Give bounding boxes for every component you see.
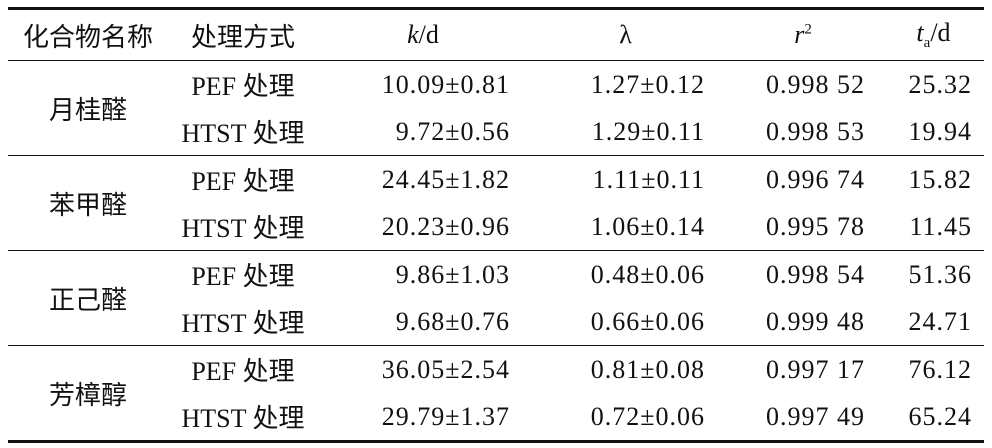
- value-cell: 0.999 48: [723, 298, 883, 346]
- table-group: 芳樟醇 PEF 处理 36.05±2.54 0.81±0.08 0.997 17 76.1…: [8, 345, 984, 443]
- header-cell: r2: [723, 7, 883, 61]
- value-cell: 0.998 52: [766, 69, 865, 99]
- compound-cell: 月桂醛: [8, 60, 168, 156]
- method-cell: PEF 处理: [191, 357, 295, 386]
- value-cell: 0.81±0.08: [590, 354, 705, 384]
- value-cell: 20.23±0.96: [318, 203, 528, 251]
- compound-cell: 芳樟醇: [8, 345, 168, 443]
- method-cell: PEF 处理: [191, 72, 295, 101]
- method-cell: HTST 处理: [168, 393, 318, 443]
- table-header: 化合物名称 处理方式 k/d λ r2 ta/d: [8, 7, 984, 61]
- value-cell: 65.24: [883, 393, 984, 443]
- table-group: 月桂醛 PEF 处理 10.09±0.81 1.27±0.12 0.998 52 25.3…: [8, 60, 984, 156]
- method-cell: HTST 处理: [168, 108, 318, 156]
- value-cell: 76.12: [908, 354, 972, 384]
- value-cell: 0.996 74: [766, 164, 865, 194]
- value-cell: 9.68±0.76: [318, 298, 528, 346]
- data-table: 化合物名称 处理方式 k/d λ r2 ta/d 月桂醛 PEF 处理 10.09±…: [8, 7, 984, 443]
- header-unit: /d: [418, 20, 439, 49]
- header-cell: ta/d: [883, 7, 984, 61]
- table-row: 月桂醛 PEF 处理 10.09±0.81 1.27±0.12 0.998 52 25.3…: [8, 60, 984, 156]
- value-cell: 29.79±1.37: [318, 393, 528, 443]
- value-cell: 0.997 17: [766, 354, 865, 384]
- compound-cell: 正己醛: [8, 250, 168, 346]
- table-row: HTST 处理 9.72±0.56 1.29±0.11 0.998 53 19.94: [8, 108, 984, 156]
- value-cell: 24.71: [883, 298, 984, 346]
- header-superscript: 2: [804, 21, 812, 38]
- header-symbol: t: [916, 17, 924, 47]
- table-row: 苯甲醛 PEF 处理 24.45±1.82 1.11±0.11 0.996 74 15.8…: [8, 155, 984, 251]
- value-cell: 24.45±1.82: [381, 164, 510, 194]
- method-cell: HTST 处理: [168, 203, 318, 251]
- header-cell: 化合物名称: [8, 7, 168, 61]
- method-cell: PEF 处理: [191, 262, 295, 291]
- table-row: 芳樟醇 PEF 处理 36.05±2.54 0.81±0.08 0.997 17 76.1…: [8, 345, 984, 443]
- table-group: 正己醛 PEF 处理 9.86±1.03 0.48±0.06 0.998 54 51.36…: [8, 250, 984, 346]
- value-cell: 10.09±0.81: [381, 69, 510, 99]
- value-cell: 0.995 78: [723, 203, 883, 251]
- value-cell: 0.72±0.06: [528, 393, 723, 443]
- value-cell: 0.998 53: [723, 108, 883, 156]
- value-cell: 0.48±0.06: [590, 259, 705, 289]
- header-symbol: r: [794, 20, 805, 49]
- value-cell: 9.86±1.03: [395, 259, 510, 289]
- compound-cell: 苯甲醛: [8, 155, 168, 251]
- table-row: HTST 处理 9.68±0.76 0.66±0.06 0.999 48 24.71: [8, 298, 984, 346]
- value-cell: 51.36: [908, 259, 972, 289]
- value-cell: 9.72±0.56: [318, 108, 528, 156]
- value-cell: 25.32: [908, 69, 972, 99]
- table-row: HTST 处理 29.79±1.37 0.72±0.06 0.997 49 65.24: [8, 393, 984, 443]
- header-symbol: k: [407, 20, 419, 49]
- header-subscript: a: [923, 35, 931, 52]
- value-cell: 36.05±2.54: [381, 354, 510, 384]
- value-cell: 19.94: [883, 108, 984, 156]
- method-cell: HTST 处理: [168, 298, 318, 346]
- value-cell: 0.998 54: [766, 259, 865, 289]
- value-cell: 0.66±0.06: [528, 298, 723, 346]
- value-cell: 11.45: [883, 203, 984, 251]
- value-cell: 1.29±0.11: [528, 108, 723, 156]
- value-cell: 1.06±0.14: [528, 203, 723, 251]
- table-row: 正己醛 PEF 处理 9.86±1.03 0.48±0.06 0.998 54 51.36: [8, 250, 984, 346]
- header-cell: λ: [528, 7, 723, 61]
- value-cell: 15.82: [908, 164, 972, 194]
- header-cell: 处理方式: [168, 7, 318, 61]
- table-row: HTST 处理 20.23±0.96 1.06±0.14 0.995 78 11.45: [8, 203, 984, 251]
- value-cell: 1.27±0.12: [590, 69, 705, 99]
- table-group: 苯甲醛 PEF 处理 24.45±1.82 1.11±0.11 0.996 74 15.8…: [8, 155, 984, 251]
- header-row: 化合物名称 处理方式 k/d λ r2 ta/d: [8, 7, 984, 61]
- value-cell: 1.11±0.11: [592, 164, 705, 194]
- method-cell: PEF 处理: [191, 167, 295, 196]
- value-cell: 0.997 49: [723, 393, 883, 443]
- header-cell: k/d: [318, 7, 528, 61]
- header-unit: /d: [930, 17, 951, 47]
